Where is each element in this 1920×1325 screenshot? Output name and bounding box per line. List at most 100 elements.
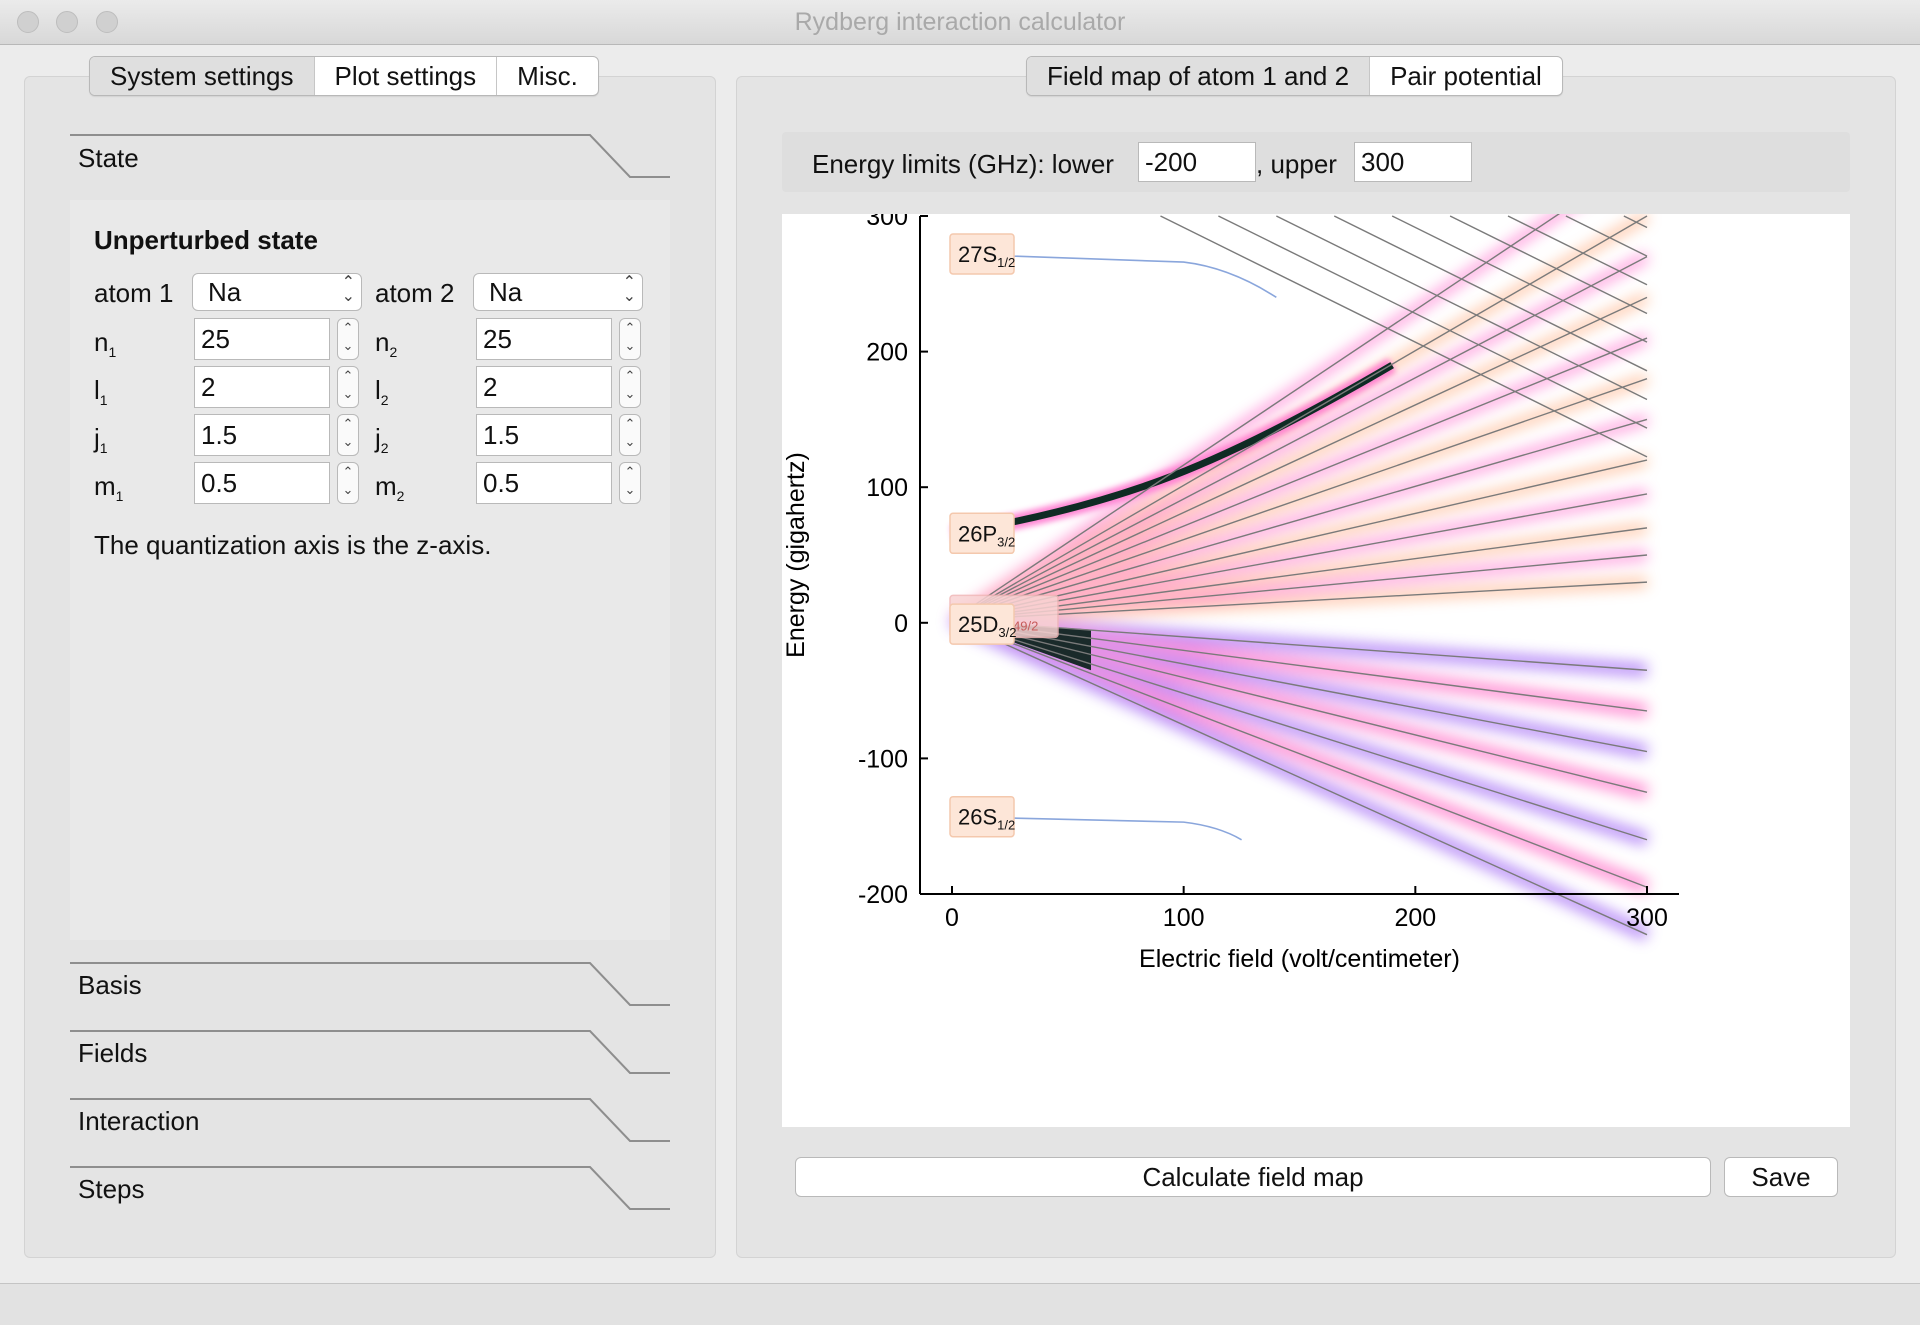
upper-limit-label: , upper — [1256, 149, 1337, 179]
tab-pair-potential[interactable]: Pair potential — [1390, 61, 1542, 91]
x-tick-label: 300 — [1626, 904, 1668, 932]
crossing-line — [1391, 215, 1648, 343]
atom2-label: atom 2 — [375, 278, 455, 308]
unperturbed-state-heading: Unperturbed state — [94, 225, 318, 255]
section-state-label: State — [78, 143, 139, 173]
atom1-select[interactable]: Na ⌃ ⌄ — [192, 273, 362, 311]
lower-limit-field[interactable]: -200 — [1138, 142, 1256, 182]
field-map-plot[interactable]: -200 -100 0 100 200 300 0 100 200 300 Electric fie… — [782, 214, 1850, 1127]
section-state-header[interactable]: State — [70, 134, 670, 194]
crossing-line — [1449, 215, 1648, 315]
y-axis-label: Energy (gigahertz) — [782, 452, 810, 658]
s26-line — [951, 815, 1242, 841]
crossing-line — [1507, 215, 1648, 286]
state-label-box — [949, 795, 1015, 838]
x-tick-label: 200 — [1394, 904, 1436, 932]
upper-fan-line — [951, 378, 1648, 621]
crossing-line — [1565, 215, 1648, 257]
j1-stepper[interactable]: ⌃ ⌄ — [337, 414, 359, 456]
section-interaction-header[interactable]: Interaction — [70, 1098, 670, 1158]
lower-fan-line — [951, 619, 1648, 936]
atom2-select[interactable]: Na ⌃ ⌄ — [473, 273, 643, 311]
l2-field[interactable]: 2 — [476, 366, 612, 408]
atom2-value: Na — [489, 277, 523, 307]
section-tab-shape — [70, 1098, 670, 1142]
updown-chevron-icon: ⌃ ⌄ — [341, 274, 355, 305]
tab-plot-settings[interactable]: Plot settings — [315, 57, 498, 95]
state-label-box — [949, 512, 1015, 555]
y-tick-label: -200 — [858, 881, 908, 909]
manifold-lines — [951, 214, 1648, 936]
settings-tabs: System settings Plot settings Misc. — [89, 56, 599, 96]
upper-fan-line — [951, 581, 1648, 621]
tab-field-map[interactable]: Field map of atom 1 and 2 — [1027, 57, 1371, 95]
n2-label: n2 — [375, 327, 398, 361]
j2-field[interactable]: 1.5 — [476, 414, 612, 456]
section-basis-header[interactable]: Basis — [70, 962, 670, 1022]
x-axis-label: Electric field (volt/centimeter) — [1139, 945, 1460, 973]
y-tick-label: -100 — [858, 745, 908, 773]
zoom-window-button[interactable] — [96, 11, 118, 33]
atom1-value: Na — [208, 277, 242, 307]
y-tick-label: 100 — [866, 474, 908, 502]
section-tab-shape — [70, 134, 670, 178]
save-button[interactable]: Save — [1724, 1157, 1838, 1197]
section-tab-shape — [70, 1166, 670, 1210]
plot-axes: -200 -100 0 100 200 300 0 100 200 300 Electric fie… — [782, 214, 1679, 973]
energy-limits-label: Energy limits (GHz): lower — [812, 149, 1114, 179]
upper-fan-line — [951, 215, 1648, 621]
state-label: 27S1/2 — [958, 242, 1015, 270]
crossing-line — [1333, 215, 1648, 372]
l2-stepper[interactable]: ⌃ ⌄ — [619, 366, 641, 408]
l1-stepper[interactable]: ⌃ ⌄ — [337, 366, 359, 408]
state-content — [70, 200, 670, 940]
crossing-line — [1623, 215, 1648, 229]
m2-label: m2 — [375, 471, 405, 505]
calculate-field-map-button[interactable]: Calculate field map — [795, 1157, 1711, 1197]
j2-label: j2 — [375, 423, 389, 457]
j1-field[interactable]: 1.5 — [194, 414, 330, 456]
status-bar — [0, 1283, 1920, 1325]
section-fields-label: Fields — [78, 1038, 148, 1068]
section-tab-shape — [70, 1030, 670, 1074]
l1-field[interactable]: 2 — [194, 366, 330, 408]
n1-stepper[interactable]: ⌃ ⌄ — [337, 318, 359, 360]
lower-fan-line — [951, 619, 1648, 753]
l2-label: l2 — [375, 375, 389, 409]
y-tick-label: 200 — [866, 339, 908, 367]
m2-field[interactable]: 0.5 — [476, 462, 612, 504]
section-interaction-label: Interaction — [78, 1106, 200, 1136]
state-label-box — [949, 603, 1015, 645]
title-bar: Rydberg interaction calculator — [0, 0, 1920, 45]
plot-area — [949, 214, 1650, 942]
minimize-window-button[interactable] — [56, 11, 78, 33]
n2-field[interactable]: 25 — [476, 318, 612, 360]
j2-stepper[interactable]: ⌃ ⌄ — [619, 414, 641, 456]
section-steps-header[interactable]: Steps — [70, 1166, 670, 1226]
atom1-label: atom 1 — [94, 278, 174, 308]
lower-fan-line — [951, 619, 1648, 793]
m1-field[interactable]: 0.5 — [194, 462, 330, 504]
section-fields-header[interactable]: Fields — [70, 1030, 670, 1090]
upper-fan-line — [951, 493, 1648, 621]
lower-fan-line — [951, 619, 1648, 712]
upper-fan-line — [951, 554, 1648, 621]
n1-label: n1 — [94, 327, 117, 361]
crossing-line — [1218, 215, 1648, 429]
m2-stepper[interactable]: ⌃ ⌄ — [619, 462, 641, 504]
y-tick-label: 0 — [894, 610, 908, 638]
n1-field[interactable]: 25 — [194, 318, 330, 360]
upper-fan-line — [951, 459, 1648, 621]
tab-system-settings[interactable]: System settings — [90, 57, 315, 95]
close-window-button[interactable] — [17, 11, 39, 33]
energy-limits-bar — [782, 132, 1850, 192]
tab-misc[interactable]: Misc. — [517, 61, 578, 91]
section-basis-label: Basis — [78, 970, 142, 1000]
upper-fan-line — [951, 296, 1648, 621]
lower-fan-line — [951, 619, 1648, 888]
n2-stepper[interactable]: ⌃ ⌄ — [619, 318, 641, 360]
m1-stepper[interactable]: ⌃ ⌄ — [337, 462, 359, 504]
upper-limit-field[interactable]: 300 — [1354, 142, 1472, 182]
x-tick-label: 0 — [945, 904, 959, 932]
